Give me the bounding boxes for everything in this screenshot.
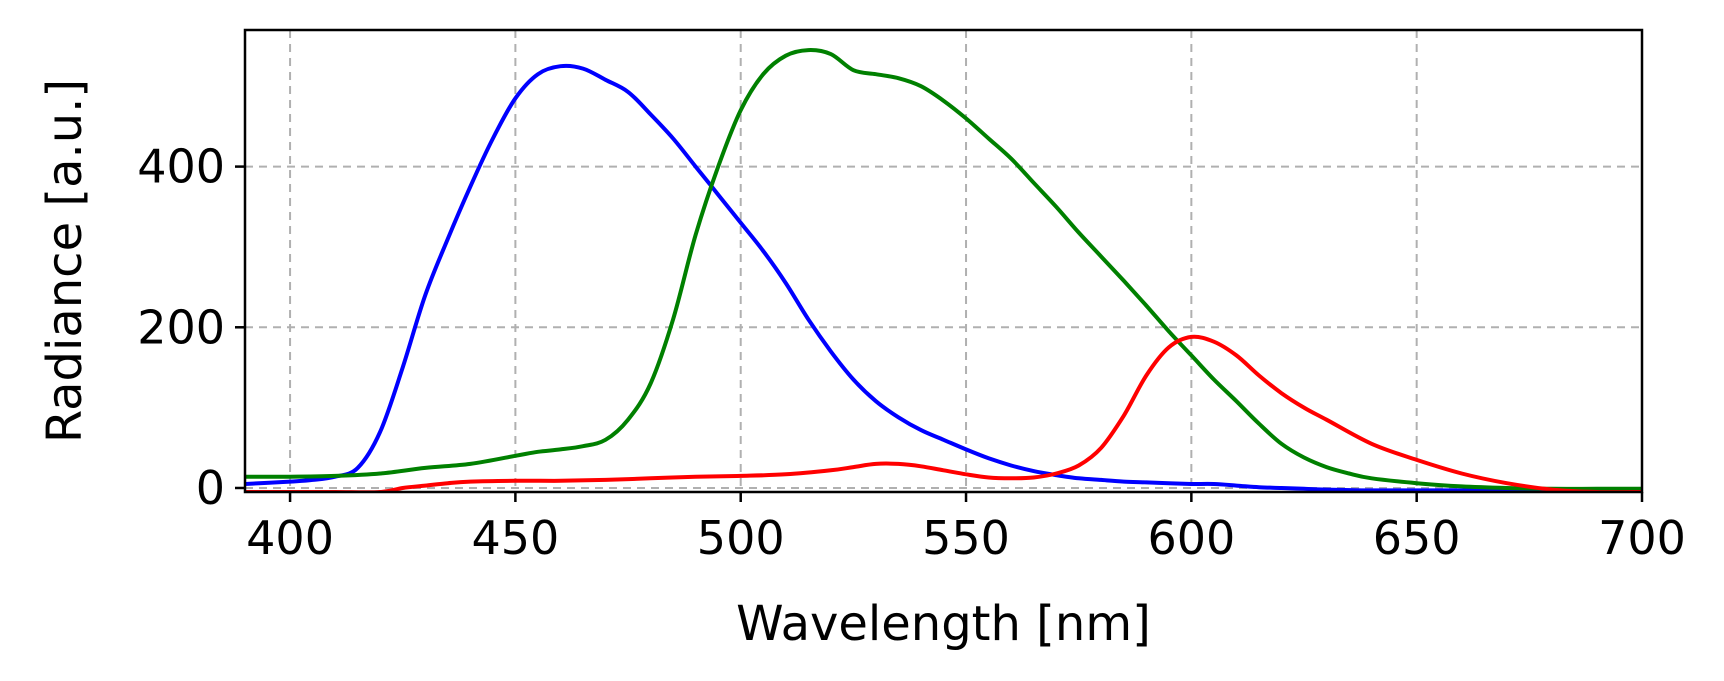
y-axis-label: Radiance [a.u.] <box>37 79 93 443</box>
series-layer <box>245 48 1642 492</box>
x-tick-label: 600 <box>1147 511 1235 565</box>
plot-frame <box>243 28 1644 494</box>
axis-ticks: 400 450 500 550 600 650 700 0 200 400 <box>137 140 1686 565</box>
y-tick-label: 200 <box>137 300 225 354</box>
x-tick-label: 550 <box>922 511 1010 565</box>
x-tick-label: 700 <box>1598 511 1686 565</box>
y-tick-label: 400 <box>137 140 225 194</box>
x-tick-label: 650 <box>1373 511 1461 565</box>
series-line-blue <box>245 63 1642 492</box>
x-tick-label: 500 <box>697 511 785 565</box>
x-tick-label: 450 <box>471 511 559 565</box>
y-tick-label: 0 <box>196 461 225 515</box>
x-axis-label: Wavelength [nm] <box>736 596 1151 652</box>
series-line-green <box>245 48 1642 491</box>
x-tick-label: 400 <box>246 511 334 565</box>
series-line-red <box>245 334 1642 492</box>
